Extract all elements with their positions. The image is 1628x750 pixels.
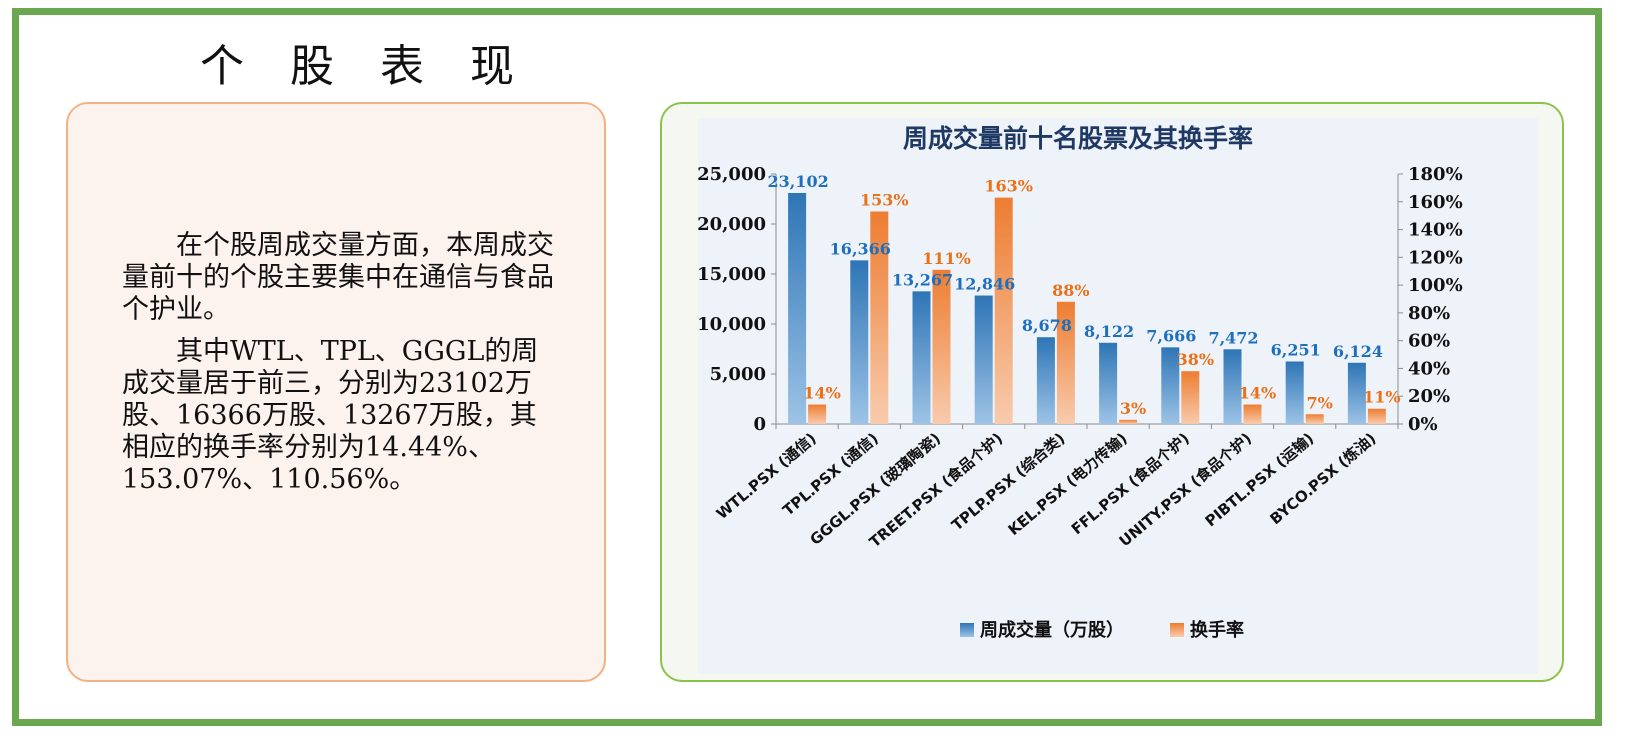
legend-turnover-swatch bbox=[1170, 623, 1184, 637]
text-panel: 在个股周成交量方面，本周成交量前十的个股主要集中在通信与食品个护业。 其中WTL… bbox=[66, 102, 606, 682]
y-left-tick-label: 20,000 bbox=[698, 214, 766, 235]
turnover-data-label: 38% bbox=[1177, 350, 1214, 369]
turnover-bar bbox=[1305, 414, 1324, 424]
y-right-tick-label: 100% bbox=[1408, 275, 1463, 296]
page-title: 个 股 表 现 bbox=[200, 41, 530, 92]
volume-bar bbox=[788, 192, 807, 424]
turnover-data-label: 153% bbox=[860, 191, 909, 210]
turnover-bar bbox=[932, 269, 951, 424]
y-right-tick-label: 160% bbox=[1408, 192, 1463, 213]
turnover-bar bbox=[870, 211, 889, 424]
turnover-bar bbox=[994, 197, 1013, 424]
paragraph-summary: 在个股周成交量方面，本周成交量前十的个股主要集中在通信与食品个护业。 bbox=[122, 230, 554, 325]
x-category-label: TPLP.PSX (综合类) bbox=[948, 429, 1068, 534]
y-left-tick-label: 10,000 bbox=[698, 314, 766, 335]
volume-bar bbox=[1347, 362, 1366, 424]
volume-data-label: 12,846 bbox=[954, 275, 1015, 294]
x-category-label: WTL.PSX (通信) bbox=[713, 429, 820, 523]
volume-turnover-chart: 周成交量前十名股票及其换手率 0 5,000 10,000 15,000 20,000 25… bbox=[698, 124, 1463, 641]
x-category-label: PIBTL.PSX (运输) bbox=[1202, 429, 1318, 530]
volume-data-label: 8,122 bbox=[1084, 322, 1134, 341]
volume-data-label: 7,666 bbox=[1146, 326, 1196, 345]
turnover-data-label: 3% bbox=[1120, 399, 1146, 418]
y-right-tick-label: 120% bbox=[1408, 247, 1463, 268]
turnover-bar bbox=[1243, 404, 1262, 424]
volume-bar bbox=[974, 295, 993, 424]
turnover-data-label: 88% bbox=[1052, 281, 1089, 300]
x-category-label: BYCO.PSX (炼油) bbox=[1266, 429, 1379, 528]
volume-data-label: 23,102 bbox=[767, 172, 828, 191]
turnover-bar bbox=[1056, 301, 1075, 424]
y-left-tick-label: 5,000 bbox=[710, 364, 766, 385]
volume-data-label: 6,251 bbox=[1271, 340, 1321, 359]
volume-bar bbox=[1161, 347, 1180, 424]
turnover-data-label: 11% bbox=[1363, 388, 1400, 407]
volume-bar bbox=[1099, 342, 1118, 424]
turnover-data-label: 14% bbox=[1239, 384, 1276, 403]
volume-bar bbox=[912, 291, 931, 424]
turnover-bar bbox=[808, 404, 827, 424]
y-left-tick-label: 15,000 bbox=[698, 264, 766, 285]
turnover-data-label: 111% bbox=[922, 249, 971, 268]
turnover-data-label: 7% bbox=[1307, 393, 1333, 412]
chart-area: 周成交量前十名股票及其换手率 0 5,000 10,000 15,000 20,000 25… bbox=[698, 118, 1538, 674]
volume-data-label: 8,678 bbox=[1022, 316, 1072, 335]
y-right-tick-label: 140% bbox=[1408, 220, 1463, 241]
y-right-tick-label: 80% bbox=[1408, 303, 1450, 324]
volume-bar bbox=[1285, 361, 1304, 424]
volume-bar bbox=[1036, 337, 1055, 424]
volume-bar bbox=[850, 260, 869, 424]
turnover-bar bbox=[1181, 371, 1200, 424]
y-right-tick-label: 20% bbox=[1408, 386, 1450, 407]
turnover-bar bbox=[1119, 419, 1138, 424]
y-right-tick-label: 0% bbox=[1408, 414, 1438, 435]
volume-data-label: 13,267 bbox=[892, 270, 953, 289]
x-category-label: KEL.PSX (电力传输) bbox=[1005, 429, 1131, 539]
y-left-tick-label: 25,000 bbox=[698, 164, 766, 185]
legend-volume-label: 周成交量（万股） bbox=[980, 619, 1124, 641]
legend-turnover-label: 换手率 bbox=[1190, 619, 1244, 641]
volume-bar bbox=[1223, 349, 1242, 424]
y-right-tick-label: 40% bbox=[1408, 358, 1450, 379]
chart-title: 周成交量前十名股票及其换手率 bbox=[903, 124, 1253, 153]
volume-data-label: 7,472 bbox=[1208, 328, 1258, 347]
turnover-bar bbox=[1367, 408, 1386, 424]
volume-data-label: 16,366 bbox=[830, 239, 891, 258]
y-left-tick-label: 0 bbox=[753, 414, 766, 435]
y-right-tick-label: 60% bbox=[1408, 331, 1450, 352]
turnover-data-label: 14% bbox=[803, 384, 840, 403]
volume-data-label: 6,124 bbox=[1333, 342, 1383, 361]
turnover-data-label: 163% bbox=[984, 177, 1033, 196]
y-right-tick-label: 180% bbox=[1408, 164, 1463, 185]
x-category-label: FFL.PSX (食品个护) bbox=[1068, 429, 1193, 538]
legend-volume-swatch bbox=[960, 623, 974, 637]
paragraph-top-three: 其中WTL、TPL、GGGL的周成交量居于前三，分别为23102万股、16366… bbox=[122, 336, 539, 495]
